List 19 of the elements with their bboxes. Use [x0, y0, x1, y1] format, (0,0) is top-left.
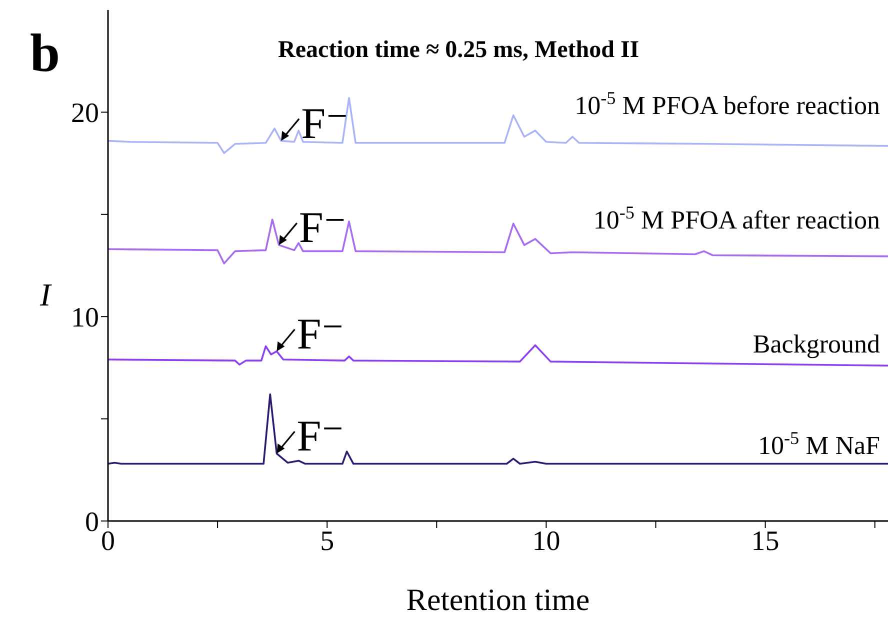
annotation: F⁻	[301, 98, 349, 148]
line-series	[108, 393, 888, 465]
y-tick-label: 20	[71, 98, 99, 130]
annotation: F⁻	[298, 203, 347, 252]
x-tick-label: 15	[751, 526, 780, 557]
annotation: F⁻	[296, 309, 344, 358]
x-tick-label: 10	[532, 526, 560, 557]
text: Reaction time ≈ 0.25 ms, Method II	[278, 37, 640, 63]
y-axis-title: I	[39, 276, 52, 312]
series-label: 10$^{-5}$ M PFOA before reaction	[574, 88, 880, 120]
series-label: 10$^{-5}$ M PFOA after reaction	[593, 202, 880, 234]
y-tick-label: 10	[71, 302, 99, 334]
text: b	[30, 23, 60, 83]
annotation: F⁻	[296, 412, 344, 461]
x-axis-title: Retention time	[406, 582, 590, 617]
x-tick-label: 5	[320, 526, 334, 557]
series-label: Background	[752, 330, 880, 359]
series-label: 10$^{-5}$ M NaF	[758, 428, 880, 460]
y-tick-label: 0	[85, 506, 99, 538]
